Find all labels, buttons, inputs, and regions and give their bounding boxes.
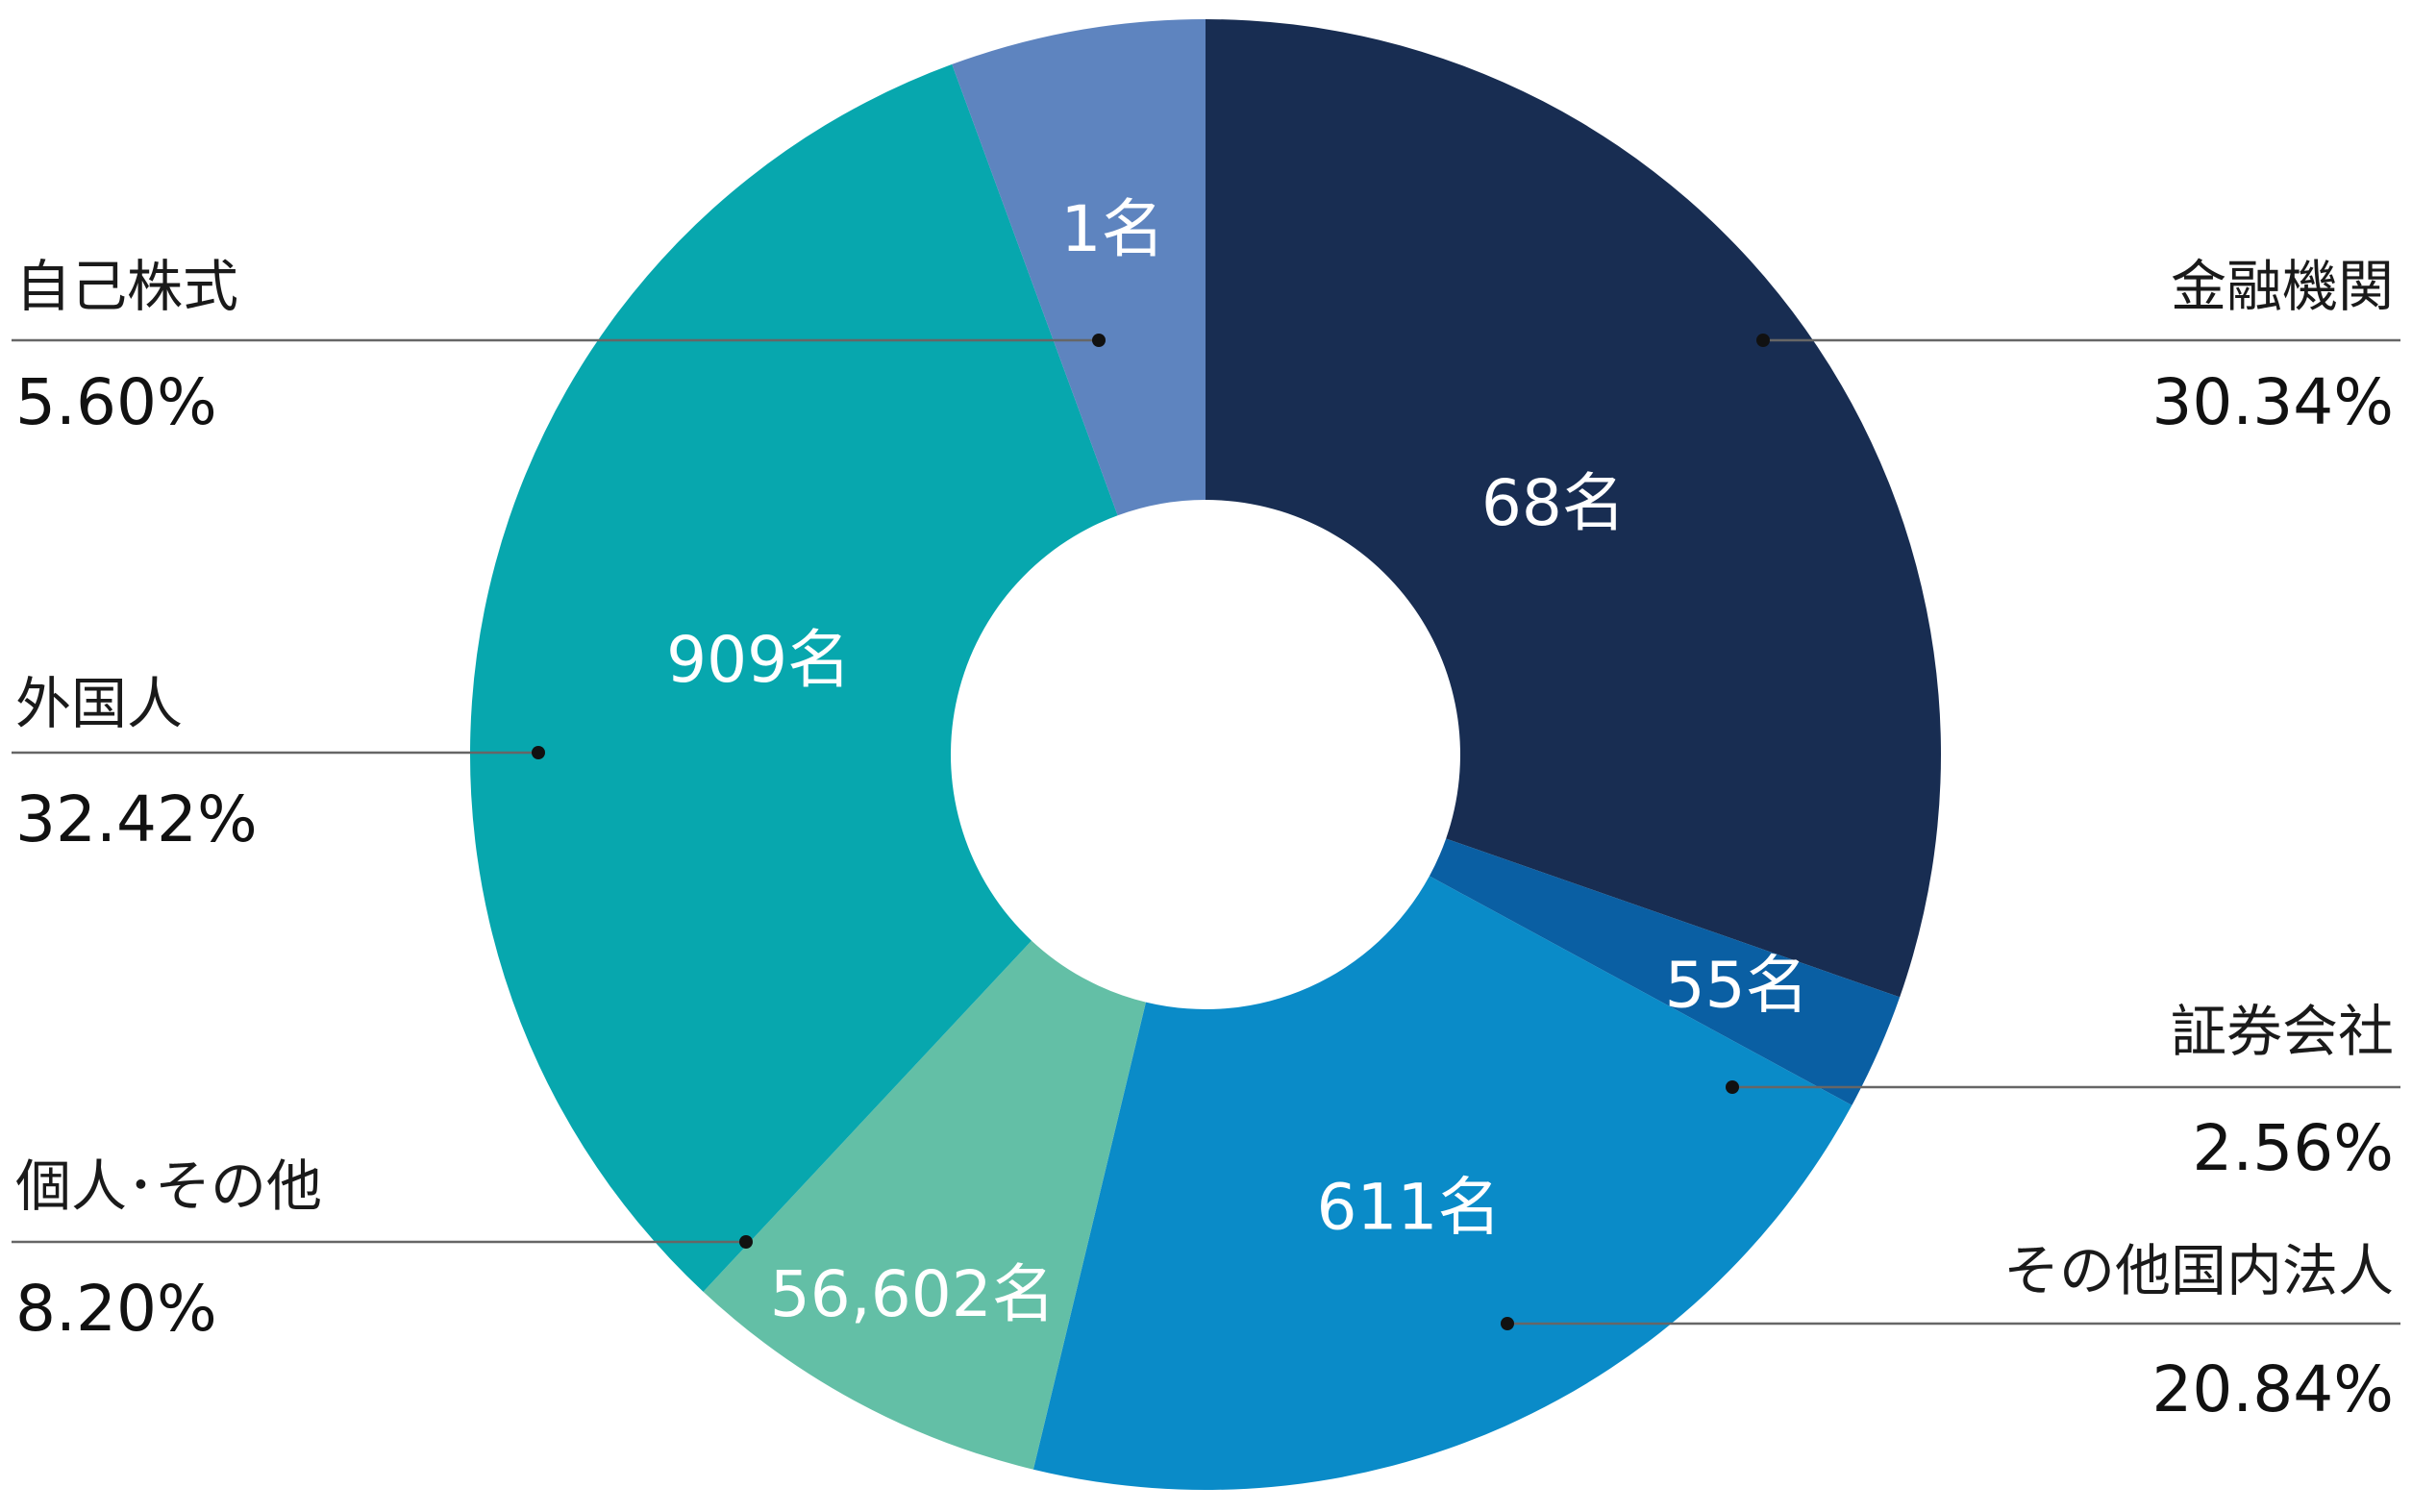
slice-count-label: 1名: [1061, 192, 1165, 266]
category-label: 個人･その他: [15, 1153, 322, 1219]
percent-label: 5.60%: [15, 365, 217, 439]
slice-count-label: 68名: [1481, 466, 1626, 540]
leader-dot: [1756, 334, 1770, 347]
donut-slice: [1206, 19, 1942, 998]
slice-count-label: 611名: [1316, 1170, 1501, 1244]
donut-slice: [952, 19, 1206, 516]
leader-dot: [532, 746, 545, 759]
percent-label: 30.34%: [2151, 365, 2394, 439]
donut-slice: [469, 63, 1118, 1292]
percent-label: 32.42%: [15, 782, 258, 856]
percent-label: 2.56%: [2192, 1111, 2394, 1185]
count-labels: 68名 55名 611名 56,602名 909名 1名: [666, 192, 1808, 1331]
slice-count-label: 56,602名: [770, 1257, 1056, 1331]
donut-slice: [1429, 838, 1901, 1105]
leader-dot: [1092, 334, 1106, 347]
category-label: 外国人: [15, 671, 183, 736]
leader-dot: [1501, 1317, 1514, 1330]
category-label: 自己株式: [15, 254, 238, 319]
category-label: 証券会社: [2171, 999, 2394, 1064]
donut-slices: [469, 19, 1942, 1490]
category-callouts: 金融機関 30.34% 証券会社 2.56% その他国内法人 20.84% 個人･その他 8.…: [12, 254, 2400, 1426]
slice-count-label: 909名: [666, 623, 851, 697]
percent-label: 8.20%: [15, 1272, 217, 1346]
category-label: その他国内法人: [2003, 1238, 2394, 1303]
leader-dot: [1726, 1080, 1739, 1094]
category-label: 金融機関: [2171, 254, 2394, 319]
donut-slice: [1032, 876, 1853, 1490]
donut-slice: [703, 940, 1146, 1470]
percent-label: 20.84%: [2151, 1352, 2394, 1426]
slice-count-label: 55名: [1665, 949, 1809, 1023]
leader-dot: [739, 1235, 753, 1249]
